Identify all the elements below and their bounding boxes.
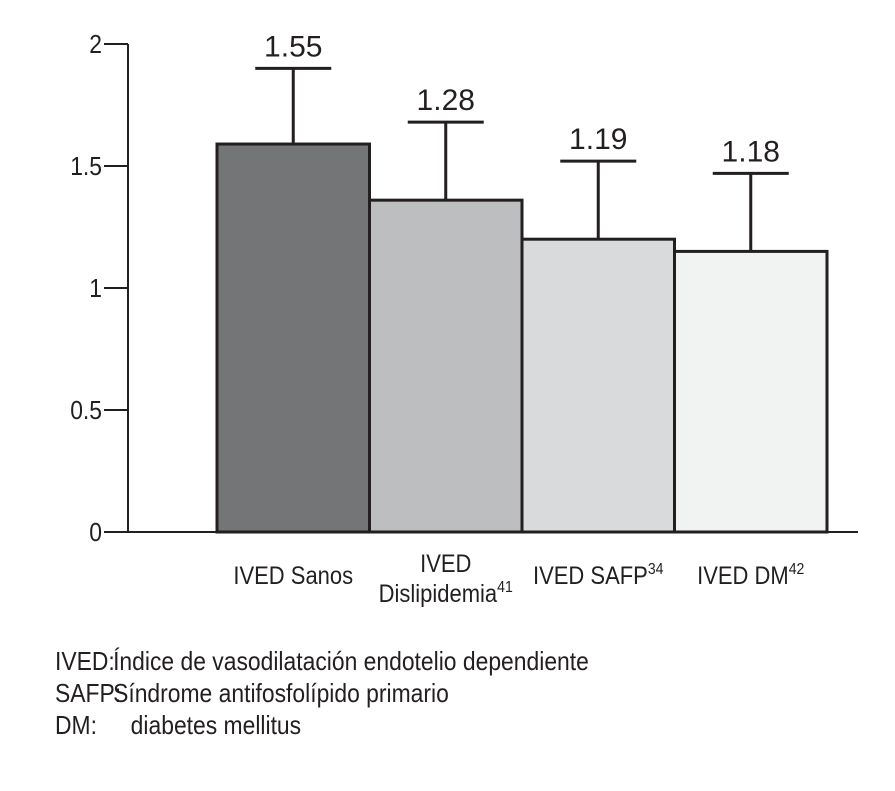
bar bbox=[520, 237, 676, 534]
y-tick-label: 2 bbox=[89, 31, 102, 60]
x-tick-label-superscript: 34 bbox=[648, 560, 664, 578]
data-label: 1.19 bbox=[569, 123, 627, 156]
x-tick-label: Dislipidemia41 bbox=[379, 578, 513, 607]
bars bbox=[215, 142, 829, 534]
legend-text: Índice de vasodilatación endotelio depen… bbox=[113, 646, 589, 676]
data-label: 1.55 bbox=[264, 30, 322, 63]
y-tick-label: 0 bbox=[89, 519, 102, 548]
legend-abbr: IVED: bbox=[55, 646, 115, 676]
bar bbox=[368, 198, 524, 534]
y-tick-label: 0.5 bbox=[70, 397, 102, 426]
data-label: 1.18 bbox=[722, 135, 780, 168]
legend: IVED: Índice de vasodilatación endotelio… bbox=[55, 645, 589, 741]
y-tick-label: 1 bbox=[89, 275, 102, 304]
x-tick-label: IVED DM42 bbox=[697, 560, 804, 589]
data-labels: 1.55 1.28 1.19 1.18 bbox=[264, 30, 780, 168]
bar-chart: 0 0.5 1 1.5 2 1.55 1.28 1.19 1.18 IVED Sanos IVE… bbox=[70, 30, 858, 608]
legend-abbr: DM: bbox=[55, 710, 97, 740]
x-tick-label-text: IVED bbox=[420, 550, 471, 578]
x-tick-label: IVED SAFP34 bbox=[533, 560, 664, 589]
x-tick-label-superscript: 42 bbox=[789, 560, 805, 578]
x-tick-label-text: IVED Sanos bbox=[233, 562, 353, 590]
error-bars bbox=[255, 66, 789, 252]
x-tick-label-text: IVED SAFP bbox=[533, 562, 648, 590]
data-label: 1.28 bbox=[417, 84, 475, 117]
x-tick-label-text: Dislipidemia bbox=[379, 580, 498, 608]
legend-abbr: SAFP: bbox=[55, 678, 122, 708]
legend-text: diabetes mellitus bbox=[130, 710, 302, 740]
legend-text: Síndrome antifosfolípido primario bbox=[113, 678, 449, 708]
y-tick-label: 1.5 bbox=[70, 153, 102, 182]
legend-item: SAFP: Síndrome antifosfolípido primario bbox=[55, 677, 589, 709]
legend-item: DM: diabetes mellitus bbox=[55, 709, 589, 741]
x-tick-label: IVED bbox=[420, 550, 471, 578]
x-tick-label-text: IVED DM bbox=[697, 562, 789, 590]
x-tick-label-superscript: 41 bbox=[497, 578, 513, 596]
legend-item: IVED: Índice de vasodilatación endotelio… bbox=[55, 645, 589, 677]
x-tick-label: IVED Sanos bbox=[233, 562, 353, 590]
bar bbox=[215, 142, 371, 534]
bar bbox=[673, 249, 829, 534]
